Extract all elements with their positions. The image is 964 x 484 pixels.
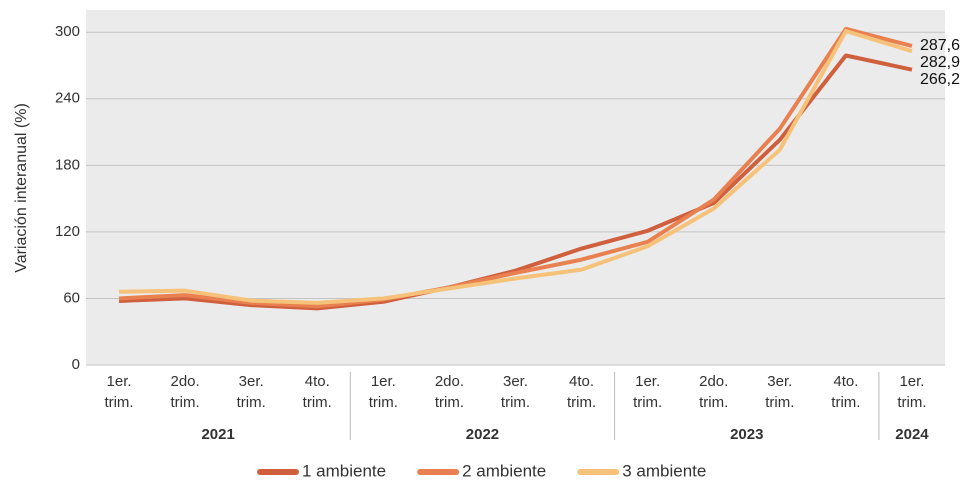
y-tick-label: 120: [55, 223, 80, 240]
x-tick-label: trim.: [104, 394, 133, 411]
legend-label: 1 ambiente: [302, 461, 386, 480]
y-tick-label: 240: [55, 90, 80, 107]
y-axis-label: Variación interanual (%): [13, 103, 30, 273]
x-tick-label: trim.: [369, 394, 398, 411]
x-tick-label: 4to.: [833, 373, 858, 390]
x-tick-label: 3er.: [503, 373, 528, 390]
x-tick-label: 2do.: [171, 373, 200, 390]
x-tick-label: trim.: [435, 394, 464, 411]
x-tick-label: trim.: [303, 394, 332, 411]
value-label: 282,9: [920, 54, 960, 71]
y-tick-label: 0: [72, 356, 80, 373]
y-tick-label: 180: [55, 156, 80, 173]
x-tick-label: 1er.: [107, 373, 132, 390]
legend-label: 3 ambiente: [622, 461, 706, 480]
y-tick-label: 300: [55, 23, 80, 40]
x-tick-label: trim.: [897, 394, 926, 411]
x-tick-label: trim.: [633, 394, 662, 411]
value-label: 266,2: [920, 71, 960, 88]
series-line: [118, 53, 913, 311]
x-tick-label: 4to.: [569, 373, 594, 390]
x-tick-label: 1er.: [899, 373, 924, 390]
x-tick-label: trim.: [765, 394, 794, 411]
x-tick-label: trim.: [171, 394, 200, 411]
year: 2023: [730, 426, 763, 443]
x-tick-label: 1er.: [371, 373, 396, 390]
x-tick-label: 1er.: [635, 373, 660, 390]
value-label: 287,6: [920, 37, 960, 54]
x-tick-label: trim.: [567, 394, 596, 411]
y-tick-label: 60: [63, 289, 80, 306]
x-tick-label: trim.: [699, 394, 728, 411]
x-tick-label: 2do.: [435, 373, 464, 390]
x-tick-label: 3er.: [767, 373, 792, 390]
series-line: [119, 29, 913, 305]
plot-area: [86, 10, 945, 365]
x-tick-label: 3er.: [239, 373, 264, 390]
year: 2021: [201, 426, 234, 443]
year: 2022: [466, 426, 499, 443]
x-tick-label: 4to.: [305, 373, 330, 390]
x-tick-label: trim.: [831, 394, 860, 411]
x-tick-label: 2do.: [699, 373, 728, 390]
series-line: [118, 26, 913, 309]
x-tick-label: trim.: [237, 394, 266, 411]
year: 2024: [895, 426, 929, 443]
x-tick-label: trim.: [501, 394, 530, 411]
legend-label: 2 ambiente: [462, 461, 546, 480]
